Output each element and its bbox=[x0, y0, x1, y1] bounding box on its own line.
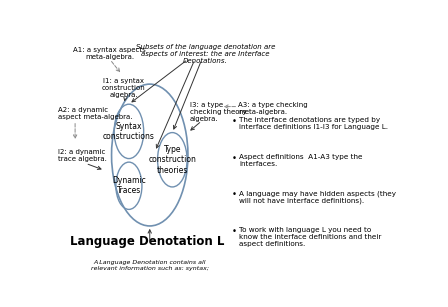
Text: A2: a dynamic
aspect meta-algebra.: A2: a dynamic aspect meta-algebra. bbox=[58, 107, 132, 119]
Text: •: • bbox=[231, 154, 237, 163]
Text: Dynamic
Traces: Dynamic Traces bbox=[112, 176, 146, 196]
Text: A language may have hidden aspects (they
will not have interface definitions).: A language may have hidden aspects (they… bbox=[239, 190, 396, 204]
Text: Language Denotation L: Language Denotation L bbox=[70, 235, 224, 248]
Text: Aspect definitions  A1-A3 type the
interfaces.: Aspect definitions A1-A3 type the interf… bbox=[239, 154, 362, 167]
Text: A3: a type checking
meta-algebra.: A3: a type checking meta-algebra. bbox=[238, 102, 308, 115]
Text: To work with language L you need to
know the interface definitions and their
asp: To work with language L you need to know… bbox=[239, 227, 381, 247]
Text: •: • bbox=[231, 227, 237, 236]
Text: I3: a type
checking theory
algebra.: I3: a type checking theory algebra. bbox=[190, 102, 246, 122]
Text: A1: a syntax aspects
meta-algebra.: A1: a syntax aspects meta-algebra. bbox=[73, 48, 146, 60]
Text: I1: a syntax
construction
algebra.: I1: a syntax construction algebra. bbox=[102, 78, 146, 98]
Text: Subsets of the language denotation are
aspects of interest: the are Interface
De: Subsets of the language denotation are a… bbox=[136, 44, 275, 64]
Text: Type
construction
theories: Type construction theories bbox=[148, 145, 196, 175]
Text: •: • bbox=[231, 190, 237, 200]
Text: A Language Denotation contains all
relevant information such as: syntax;: A Language Denotation contains all relev… bbox=[91, 260, 209, 271]
Text: I2: a dynamic
trace algebra.: I2: a dynamic trace algebra. bbox=[58, 149, 107, 162]
Text: Syntax
constructions: Syntax constructions bbox=[103, 122, 155, 141]
Text: The interface denotations are typed by
interface definitions I1-I3 for Language : The interface denotations are typed by i… bbox=[239, 117, 388, 130]
Text: •: • bbox=[231, 117, 237, 126]
